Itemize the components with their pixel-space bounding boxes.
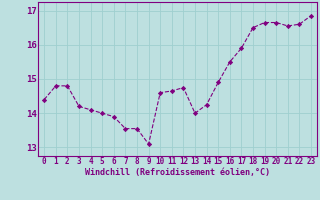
X-axis label: Windchill (Refroidissement éolien,°C): Windchill (Refroidissement éolien,°C) — [85, 168, 270, 177]
